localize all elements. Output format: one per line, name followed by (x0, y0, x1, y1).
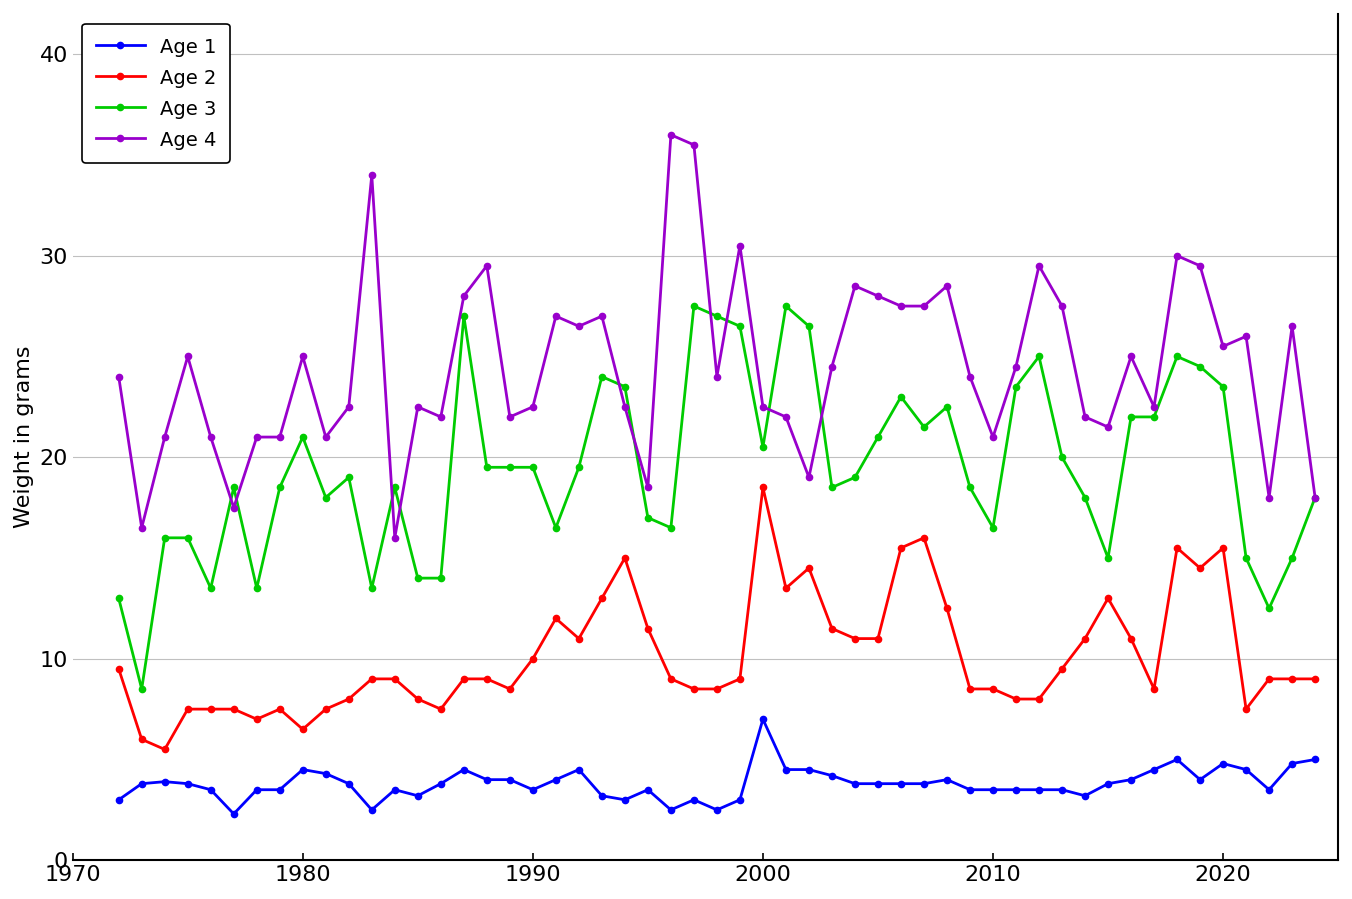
Age 2 (1078, 633, 1094, 644)
Age 2 (157, 744, 173, 755)
Legend: Age 1, Age 2, Age 3, Age 4: Age 1, Age 2, Age 3, Age 4 (82, 23, 230, 164)
Age 2 (915, 532, 932, 543)
Age 3 (111, 592, 127, 603)
Age 1 (226, 808, 242, 819)
Age 2 (456, 673, 472, 684)
Line: Age 1: Age 1 (115, 717, 1318, 817)
Age 2 (938, 603, 955, 614)
Y-axis label: Weight in grams: Weight in grams (14, 346, 34, 529)
Age 4 (1078, 412, 1094, 423)
Age 4 (938, 280, 955, 291)
Age 1 (456, 764, 472, 775)
Age 1 (1078, 790, 1094, 801)
Age 2 (111, 663, 127, 674)
Age 4 (111, 371, 127, 382)
Age 1 (938, 774, 955, 785)
Age 3 (1307, 492, 1324, 503)
Age 3 (915, 422, 932, 432)
Age 4 (456, 290, 472, 301)
Age 4 (1307, 492, 1324, 503)
Age 4 (662, 129, 679, 140)
Age 1 (915, 779, 932, 789)
Age 1 (754, 714, 771, 725)
Age 3 (938, 402, 955, 413)
Line: Age 3: Age 3 (115, 303, 1318, 692)
Age 2 (754, 482, 771, 493)
Age 4 (846, 280, 863, 291)
Age 3 (685, 300, 702, 311)
Age 3 (456, 311, 472, 322)
Age 3 (1078, 492, 1094, 503)
Line: Age 2: Age 2 (115, 485, 1318, 752)
Age 4 (387, 532, 403, 543)
Age 1 (111, 795, 127, 806)
Age 2 (869, 633, 886, 644)
Age 2 (1307, 673, 1324, 684)
Age 3 (846, 472, 863, 483)
Line: Age 4: Age 4 (115, 131, 1318, 541)
Age 1 (846, 779, 863, 789)
Age 1 (869, 779, 886, 789)
Age 3 (134, 683, 150, 694)
Age 1 (1307, 754, 1324, 765)
Age 2 (846, 633, 863, 644)
Age 4 (915, 300, 932, 311)
Age 4 (869, 290, 886, 301)
Age 3 (869, 432, 886, 442)
